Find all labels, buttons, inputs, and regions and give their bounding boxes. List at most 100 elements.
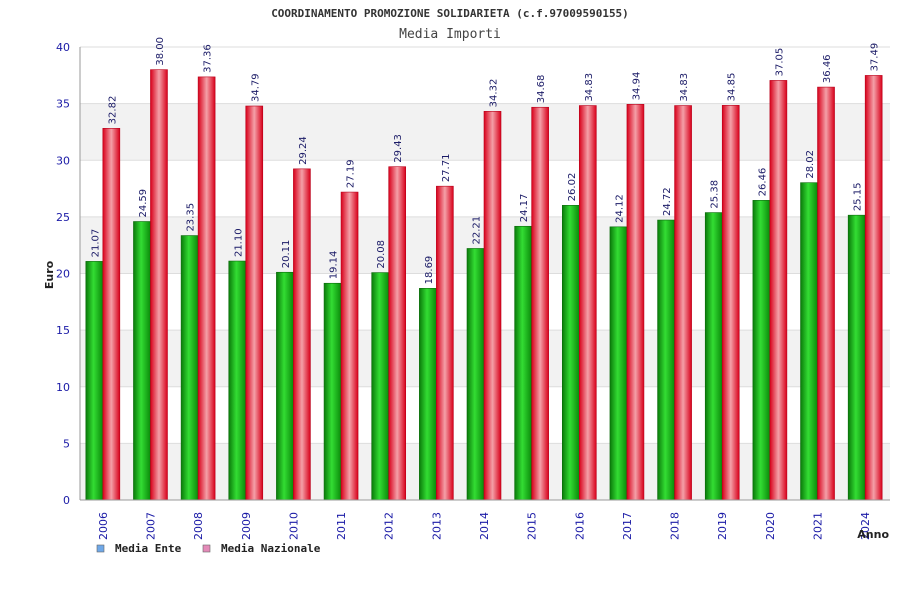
bar-media-ente (561, 205, 580, 501)
data-label: 29.24 (298, 136, 309, 165)
chart-title: COORDINAMENTO PROMOZIONE SOLIDARIETA (c.… (271, 7, 629, 20)
bar-media-nazionale (674, 105, 692, 501)
bar-media-nazionale (626, 104, 645, 501)
x-tick-label: 2012 (383, 512, 396, 540)
bar-media-nazionale (531, 106, 549, 501)
x-tick-label: 2016 (573, 512, 586, 540)
data-label: 36.46 (822, 54, 833, 83)
y-tick-label: 5 (63, 437, 70, 450)
bar-media-ente (371, 272, 390, 501)
bar-media-nazionale (197, 76, 216, 501)
x-tick-label: 2007 (144, 512, 157, 540)
data-label: 19.14 (329, 251, 340, 280)
data-label: 26.02 (567, 173, 578, 202)
x-tick-label: 2006 (97, 512, 110, 540)
x-tick-label: 2019 (716, 512, 729, 540)
bar-media-nazionale (102, 128, 121, 501)
data-label: 25.15 (853, 183, 864, 212)
y-tick-labels: 0 5 10 15 20 25 30 35 40 (56, 41, 70, 507)
x-tick-label: 2018 (669, 512, 682, 540)
bar-media-nazionale (150, 69, 168, 501)
data-label: 34.83 (584, 73, 595, 102)
x-tick-label: 2017 (621, 512, 634, 540)
data-label: 20.11 (281, 240, 292, 269)
x-tick-label: 2024 (859, 512, 872, 540)
data-label: 34.94 (631, 72, 642, 101)
data-label: 24.17 (519, 194, 530, 223)
legend-label-media-nazionale: Media Nazionale (221, 542, 321, 555)
data-label: 29.43 (393, 134, 404, 163)
data-label: 34.32 (489, 79, 500, 108)
bar-media-ente (85, 261, 104, 501)
data-label: 24.12 (614, 194, 625, 223)
data-label: 34.85 (727, 73, 738, 102)
bar-media-ente (228, 260, 247, 501)
x-tick-label: 2021 (812, 512, 825, 540)
data-label: 24.59 (138, 189, 149, 218)
data-label: 37.49 (870, 43, 881, 72)
bar-media-ente (847, 214, 866, 501)
data-label: 22.21 (472, 216, 483, 245)
bar-media-ente (180, 235, 199, 501)
bar-media-nazionale (817, 86, 835, 501)
data-label: 21.07 (90, 229, 101, 258)
bar-media-ente (276, 271, 294, 501)
bar-media-ente (609, 226, 628, 501)
x-tick-label: 2008 (192, 512, 205, 540)
y-tick-label: 30 (56, 154, 70, 167)
bar-media-nazionale (483, 111, 502, 501)
data-label: 24.72 (662, 187, 673, 216)
data-label: 27.19 (346, 159, 357, 188)
bar-media-ente (466, 248, 485, 501)
x-tick-label: 2010 (287, 512, 300, 540)
legend-label-media-ente: Media Ente (115, 542, 182, 555)
legend: Media Ente Media Nazionale (96, 542, 321, 555)
x-tick-label: 2009 (240, 512, 253, 540)
x-tick-label: 2013 (430, 512, 443, 540)
data-label: 25.38 (710, 180, 721, 209)
y-tick-label: 40 (56, 41, 70, 54)
data-label: 34.79 (250, 73, 261, 102)
x-axis-title: Anno (857, 528, 889, 541)
bar-media-nazionale (245, 105, 264, 501)
bar-media-nazionale (864, 75, 883, 501)
bar-media-nazionale (721, 105, 740, 501)
data-labels-group: 21.07 32.82 24.59 38.00 23.35 37.36 21.10 34.79… (90, 37, 880, 284)
data-label: 34.68 (536, 75, 547, 104)
bar-media-ente (752, 200, 771, 501)
legend-swatch-media-nazionale (202, 544, 211, 553)
bar-media-ente (657, 219, 675, 501)
x-tick-label: 2015 (526, 512, 539, 540)
y-tick-label: 25 (56, 211, 70, 224)
y-tick-label: 0 (63, 494, 70, 507)
bar-media-nazionale (388, 166, 407, 501)
bar-media-ente (800, 182, 818, 501)
data-label: 37.36 (203, 44, 214, 73)
bar-media-nazionale (293, 168, 311, 501)
axes (79, 47, 890, 501)
x-tick-labels: 2006 2007 2008 2009 2010 2011 2012 2013 2014 2015… (97, 512, 872, 540)
x-tick-label: 2014 (478, 512, 491, 540)
data-label: 28.02 (805, 150, 816, 179)
data-label: 34.83 (679, 73, 690, 102)
bar-media-ente (704, 212, 723, 501)
y-tick-label: 10 (56, 381, 70, 394)
bar-media-ente (419, 288, 437, 501)
x-tick-label: 2020 (764, 512, 777, 540)
y-axis-title: Euro (43, 260, 56, 289)
data-label: 27.71 (441, 154, 452, 183)
data-label: 20.08 (376, 240, 387, 269)
data-label: 37.05 (774, 48, 785, 77)
y-tick-label: 20 (56, 268, 70, 281)
y-tick-label: 35 (56, 98, 70, 111)
data-label: 21.10 (233, 228, 244, 257)
data-label: 32.82 (107, 96, 118, 125)
bar-media-nazionale (578, 105, 597, 501)
bar-media-nazionale (436, 185, 454, 501)
data-label: 38.00 (155, 37, 166, 66)
x-tick-label: 2011 (335, 512, 348, 540)
chart-subtitle: Media Importi (399, 27, 501, 42)
legend-swatch-media-ente (96, 544, 105, 553)
y-tick-label: 15 (56, 324, 70, 337)
